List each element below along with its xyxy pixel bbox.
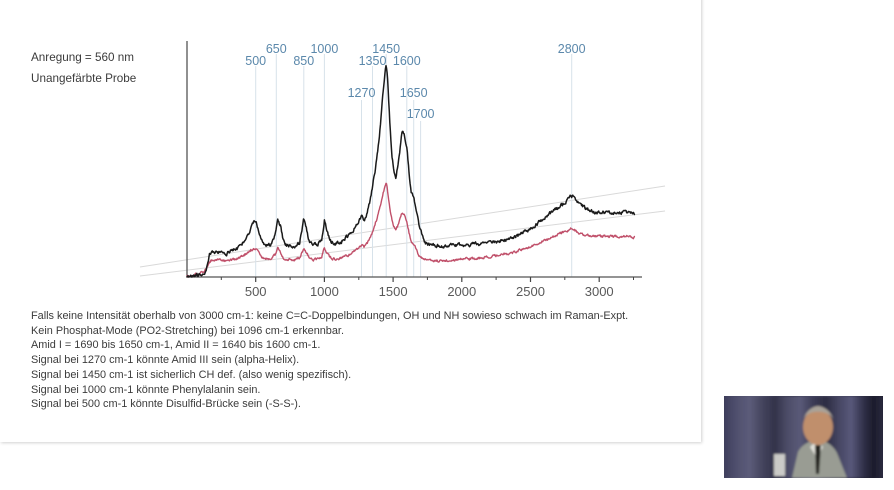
svg-text:2800: 2800 — [558, 42, 586, 56]
svg-text:2500: 2500 — [516, 284, 545, 299]
svg-text:1700: 1700 — [407, 107, 435, 121]
svg-text:650: 650 — [266, 42, 287, 56]
svg-text:1650: 1650 — [400, 86, 428, 100]
svg-text:1350: 1350 — [359, 54, 387, 68]
svg-text:3000: 3000 — [585, 284, 614, 299]
svg-text:1000: 1000 — [310, 284, 339, 299]
svg-text:1000: 1000 — [310, 42, 338, 56]
svg-text:500: 500 — [245, 284, 267, 299]
svg-text:2000: 2000 — [447, 284, 476, 299]
svg-text:1600: 1600 — [393, 54, 421, 68]
svg-text:1500: 1500 — [379, 284, 408, 299]
svg-text:1270: 1270 — [348, 86, 376, 100]
svg-text:500: 500 — [245, 54, 266, 68]
svg-text:850: 850 — [293, 54, 314, 68]
